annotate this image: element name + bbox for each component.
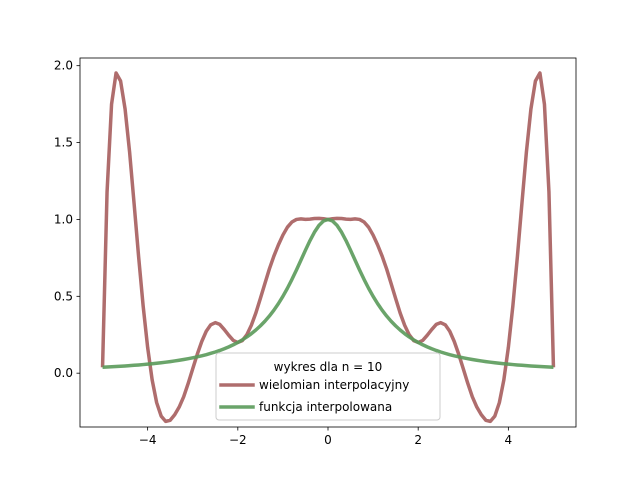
series-layer — [100, 71, 556, 424]
x-tick-label: −2 — [229, 433, 247, 447]
x-tick-label: 0 — [324, 433, 332, 447]
y-tick-label: 0.0 — [54, 366, 73, 380]
x-axis: −4 −2 0 2 4 — [139, 427, 512, 447]
y-axis: 0.0 0.5 1.0 1.5 2.0 — [54, 59, 80, 380]
legend-label-funkcja: funkcja interpolowana — [259, 400, 392, 414]
y-tick-label: 1.5 — [54, 136, 73, 150]
legend: wykres dla n = 10 wielomian interpolacyj… — [215, 352, 441, 421]
legend-box — [215, 352, 441, 421]
x-tick-label: 4 — [505, 433, 513, 447]
x-tick-label: 2 — [414, 433, 422, 447]
y-tick-label: 0.5 — [54, 289, 73, 303]
x-tick-label: −4 — [139, 433, 157, 447]
series-line-funkcja — [102, 217, 554, 370]
y-tick-label: 1.0 — [54, 212, 73, 226]
y-tick-label: 2.0 — [54, 59, 73, 73]
legend-label-wielomian: wielomian interpolacyjny — [259, 378, 409, 392]
legend-title: wykres dla n = 10 — [274, 360, 383, 374]
